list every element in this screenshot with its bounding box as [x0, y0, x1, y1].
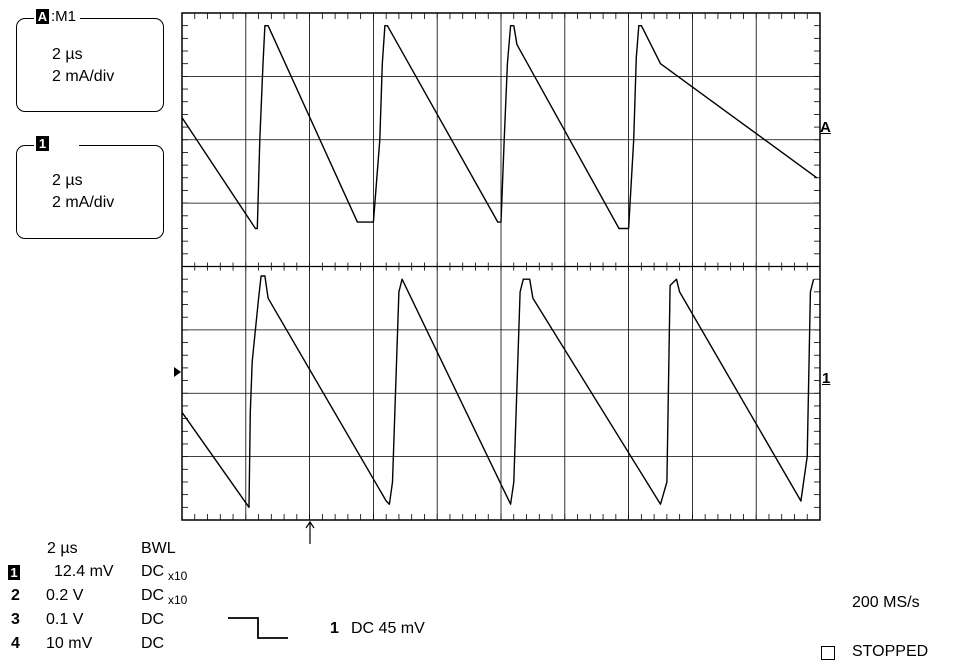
trace-a-letter: A [36, 9, 49, 24]
channel-3-number: 3 [11, 611, 20, 628]
trace-1-number: 1 [36, 136, 49, 151]
trace-a-waveform [181, 25, 818, 230]
acquisition-status: STOPPED [852, 643, 929, 660]
channel-3-coupling: DC [141, 611, 165, 628]
trigger-position-arrow [305, 520, 315, 544]
timebase-readout: 2 µs [47, 540, 78, 557]
trace-box-1 [16, 145, 164, 239]
channel-3-volts: 0.1 V [46, 611, 84, 628]
channel-1-probe: x10 [168, 569, 188, 583]
left-ground-marker [174, 367, 181, 377]
trace-1-time: 2 µs [52, 172, 83, 189]
trace-box-a-tag: A:M1 [34, 8, 81, 25]
trace-box-1-tag: 1 [34, 136, 79, 152]
channel-4-volts: 10 mV [46, 635, 93, 652]
trace-1-waveform [181, 275, 815, 508]
channel-2-volts: 0.2 V [46, 587, 84, 604]
right-marker-1: 1 [822, 370, 831, 387]
right-marker-a: A [820, 119, 831, 136]
channel-4-number: 4 [11, 635, 20, 652]
sample-rate: 200 MS/s [852, 594, 920, 611]
channel-4-coupling: DC [141, 635, 165, 652]
channel-2-coupling: DC [141, 587, 165, 604]
channel-2-number: 2 [11, 587, 20, 604]
trigger-slope-icon [228, 617, 288, 639]
trigger-level: DC 45 mV [351, 620, 425, 637]
stopped-checkbox[interactable] [821, 646, 835, 660]
graticule [181, 12, 821, 521]
trigger-channel: 1 [330, 620, 339, 637]
trace-1-amp: 2 mA/div [52, 194, 115, 211]
trace-a-time: 2 µs [52, 46, 83, 63]
channel-2-probe: x10 [168, 593, 188, 607]
trace-box-a [16, 18, 164, 112]
bwl-readout: BWL [141, 540, 176, 557]
channel-1-volts: 12.4 mV [54, 563, 114, 580]
traces [181, 25, 818, 508]
channel-1-number: 1 [8, 565, 20, 580]
trace-a-amp: 2 mA/div [52, 68, 115, 85]
trace-a-tag-text: :M1 [51, 8, 77, 25]
channel-1-coupling: DC [141, 563, 165, 580]
